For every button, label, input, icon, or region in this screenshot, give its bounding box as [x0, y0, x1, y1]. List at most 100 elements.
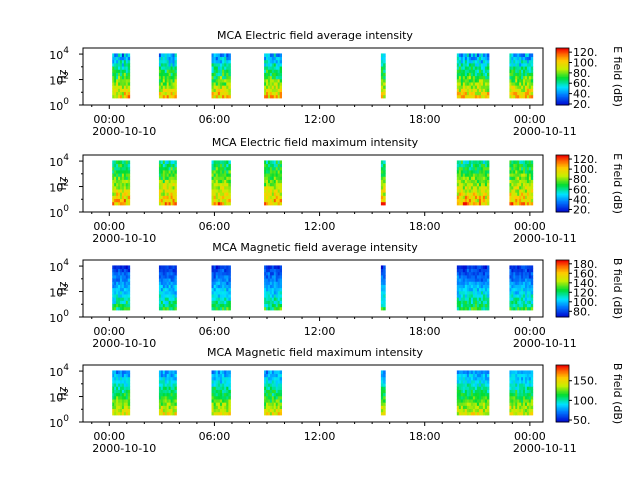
- colorbar-segment: [556, 285, 569, 288]
- spectrogram-cell: [468, 182, 472, 187]
- spectrogram-cell: [480, 173, 484, 177]
- spectrogram-cell: [517, 370, 520, 375]
- spectrogram-cell: [478, 56, 482, 61]
- spectrogram-cell: [267, 173, 271, 177]
- spectrogram-cell: [170, 59, 173, 64]
- spectrogram-cell: [174, 189, 177, 193]
- spectrogram-cell: [380, 379, 384, 384]
- spectrogram-cell: [119, 290, 123, 295]
- spectrogram-cell: [273, 173, 277, 177]
- spectrogram-cell: [383, 56, 386, 61]
- colorbar-segment: [556, 400, 569, 403]
- spectrogram-cell: [524, 78, 528, 83]
- spectrogram-cell: [472, 376, 476, 381]
- spectrogram-cell: [273, 56, 277, 61]
- spectrogram-cell: [226, 392, 229, 397]
- spectrogram-cell: [273, 75, 277, 80]
- spectrogram-cell: [460, 192, 464, 196]
- spectrogram-cell: [275, 66, 279, 70]
- spectrogram-cell: [269, 201, 273, 206]
- spectrogram-cell: [170, 383, 173, 387]
- spectrogram-cell: [162, 399, 166, 403]
- spectrogram-cell: [275, 303, 279, 308]
- spectrogram-cell: [468, 160, 472, 165]
- spectrogram-cell: [266, 91, 269, 96]
- spectrogram-cell: [277, 88, 281, 93]
- spectrogram-cell: [228, 386, 231, 390]
- spectrogram-cell: [273, 284, 277, 289]
- spectrogram-cell: [530, 303, 534, 308]
- spectrogram-cell: [511, 185, 514, 190]
- spectrogram-cell: [228, 85, 231, 89]
- spectrogram-cell: [482, 271, 486, 276]
- colorbar-segment: [556, 97, 569, 100]
- spectrogram-cell: [162, 405, 166, 410]
- spectrogram-cell: [484, 179, 488, 184]
- spectrogram-cell: [162, 82, 166, 86]
- spectrogram-cell: [460, 392, 464, 397]
- spectrogram-cell: [275, 306, 279, 311]
- spectrogram-cell: [266, 82, 269, 86]
- spectrogram-cell: [273, 201, 277, 206]
- spectrogram-cell: [172, 163, 175, 168]
- spectrogram-cell: [530, 78, 534, 83]
- spectrogram-cell: [114, 91, 117, 96]
- spectrogram-cell: [517, 408, 520, 413]
- spectrogram-cell: [226, 300, 229, 305]
- spectrogram-cell: [517, 395, 520, 400]
- spectrogram-cell: [228, 287, 231, 292]
- spectrogram-cell: [464, 88, 468, 93]
- spectrogram-cell: [486, 373, 490, 378]
- spectrogram-cell: [466, 195, 470, 200]
- spectrogram-cell: [458, 179, 462, 184]
- spectrogram-cell: [456, 303, 460, 308]
- spectrogram-cell: [219, 82, 223, 86]
- spectrogram-cell: [125, 72, 129, 77]
- spectrogram-cell: [162, 297, 166, 301]
- spectrogram-cell: [478, 294, 482, 298]
- spectrogram-cell: [172, 66, 175, 70]
- spectrogram-cell: [217, 173, 221, 177]
- spectrogram-cell: [264, 395, 267, 400]
- spectrogram-cell: [224, 82, 227, 86]
- spectrogram-cell: [523, 72, 526, 77]
- spectrogram-cell: [172, 399, 175, 403]
- spectrogram-cell: [277, 405, 281, 410]
- spectrogram-cell: [456, 265, 460, 270]
- spectrogram-cell: [224, 166, 227, 171]
- spectrogram-cell: [526, 66, 530, 70]
- spectrogram-cell: [458, 75, 462, 80]
- spectrogram-cell: [215, 179, 219, 184]
- spectrogram-cell: [121, 69, 125, 73]
- colorbar-segment: [556, 193, 569, 196]
- spectrogram-cell: [170, 75, 173, 80]
- spectrogram-cell: [521, 373, 524, 378]
- spectrogram-cell: [480, 274, 484, 279]
- spectrogram-cell: [513, 274, 516, 279]
- spectrogram-cell: [530, 290, 534, 295]
- spectrogram-cell: [517, 163, 520, 168]
- spectrogram-cell: [158, 69, 162, 73]
- colorbar-segment: [556, 90, 569, 93]
- spectrogram-cell: [517, 82, 520, 86]
- spectrogram-cell: [474, 300, 478, 305]
- spectrogram-cell: [228, 72, 231, 77]
- spectrogram-cell: [266, 287, 269, 292]
- spectrogram-cell: [468, 379, 472, 384]
- spectrogram-cell: [462, 72, 466, 77]
- spectrogram-cell: [478, 383, 482, 387]
- spectrogram-cell: [530, 405, 534, 410]
- spectrogram-cell: [530, 306, 534, 311]
- spectrogram-cell: [484, 198, 488, 203]
- spectrogram-cell: [174, 411, 177, 416]
- spectrogram-cell: [380, 373, 384, 378]
- spectrogram-cell: [166, 274, 170, 279]
- colorbar-segment: [556, 308, 569, 311]
- spectrogram-cell: [486, 59, 490, 64]
- spectrogram-cell: [526, 379, 530, 384]
- spectrogram-cell: [383, 201, 386, 206]
- spectrogram-cell: [271, 303, 275, 308]
- colorbar-segment: [556, 62, 569, 65]
- spectrogram-cell: [114, 69, 117, 73]
- spectrogram-cell: [277, 402, 281, 406]
